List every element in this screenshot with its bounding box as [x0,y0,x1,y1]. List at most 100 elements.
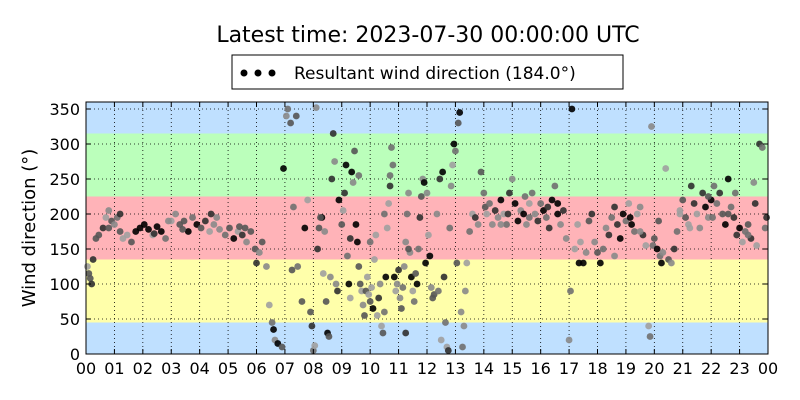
data-point [427,284,435,291]
data-point [730,214,738,221]
x-tick-label: 05 [218,359,238,378]
x-tick-label: 08 [303,359,323,378]
data-point [679,196,687,204]
x-tick-label: 06 [246,359,266,378]
data-point [477,168,485,176]
data-point [314,245,321,253]
data-point [491,207,499,214]
data-point [366,298,374,305]
data-point [483,210,491,218]
data-point [226,224,233,232]
data-point [437,336,445,344]
data-point [372,231,380,239]
data-point [396,294,404,302]
data-point [690,200,698,207]
data-point [575,259,583,267]
legend: Resultant wind direction (184.0°) [231,54,624,90]
x-tick-label: 00 [76,359,96,378]
data-point [457,308,465,316]
data-point [344,252,351,260]
data-point [413,280,421,288]
data-point [207,210,215,218]
data-point [339,207,347,214]
data-point [288,266,296,274]
data-point [236,223,243,231]
data-point [382,273,390,281]
data-point [686,224,694,232]
data-point [486,200,493,207]
data-point [466,228,474,235]
data-point [184,228,192,235]
data-point [631,228,638,235]
data-point [111,221,118,228]
data-point [673,228,681,235]
data-point [206,228,214,235]
data-point [763,214,770,221]
data-point [548,196,556,204]
x-tick-label: 04 [189,359,209,378]
data-point [165,217,172,225]
x-tick-label: 13 [445,359,465,378]
data-point [503,221,510,228]
data-point [753,242,761,249]
data-point [758,144,766,151]
data-point [542,214,550,221]
data-point [544,203,552,211]
data-point [716,189,724,197]
legend-label: Resultant wind direction (184.0°) [294,64,576,84]
data-point [626,214,634,221]
data-point [189,214,196,221]
data-point [585,217,593,225]
data-point [650,235,658,242]
data-point [128,238,135,246]
data-point [724,210,732,218]
data-point [399,284,407,291]
data-point [410,298,418,305]
x-tick-label: 01 [104,359,124,378]
data-point [230,235,238,242]
data-point [744,221,752,228]
data-point [258,238,266,246]
data-point [653,245,661,253]
x-tick-label: 07 [275,359,295,378]
data-point [713,200,721,207]
data-point [346,235,354,242]
data-point [551,182,559,190]
data-point [648,123,655,130]
data-point [625,200,633,207]
x-tick-label: 03 [161,359,181,378]
data-point [280,165,287,172]
data-point [423,189,431,197]
data-point [534,217,542,225]
data-point [304,196,312,204]
data-point [371,256,378,263]
data-point [338,221,346,228]
data-point [571,245,579,253]
data-point [388,144,395,151]
x-tick-label: 00 [758,359,778,378]
data-point [263,263,270,270]
y-tick-label: 300 [49,135,80,154]
data-point [602,224,610,232]
x-tick-label: 09 [332,359,352,378]
data-point [317,214,324,221]
data-point [436,175,444,183]
data-point [699,189,707,197]
data-point [390,273,398,281]
y-tick-label: 250 [49,170,80,189]
data-point [605,231,613,239]
data-point [724,175,732,183]
data-point [395,266,402,274]
data-point [308,322,316,330]
x-tick-label: 15 [502,359,522,378]
data-point [412,270,420,277]
data-point [335,196,343,204]
data-point [172,210,179,218]
data-point [426,252,434,260]
data-point [521,193,529,200]
plot-area: 00 01 02 03 04 05 06 07 08 09 10 11 12 13 14 15 16 17 18 19… [49,100,778,378]
data-point [474,221,482,228]
data-point [560,207,567,214]
data-point [636,203,644,211]
data-point [415,245,422,253]
